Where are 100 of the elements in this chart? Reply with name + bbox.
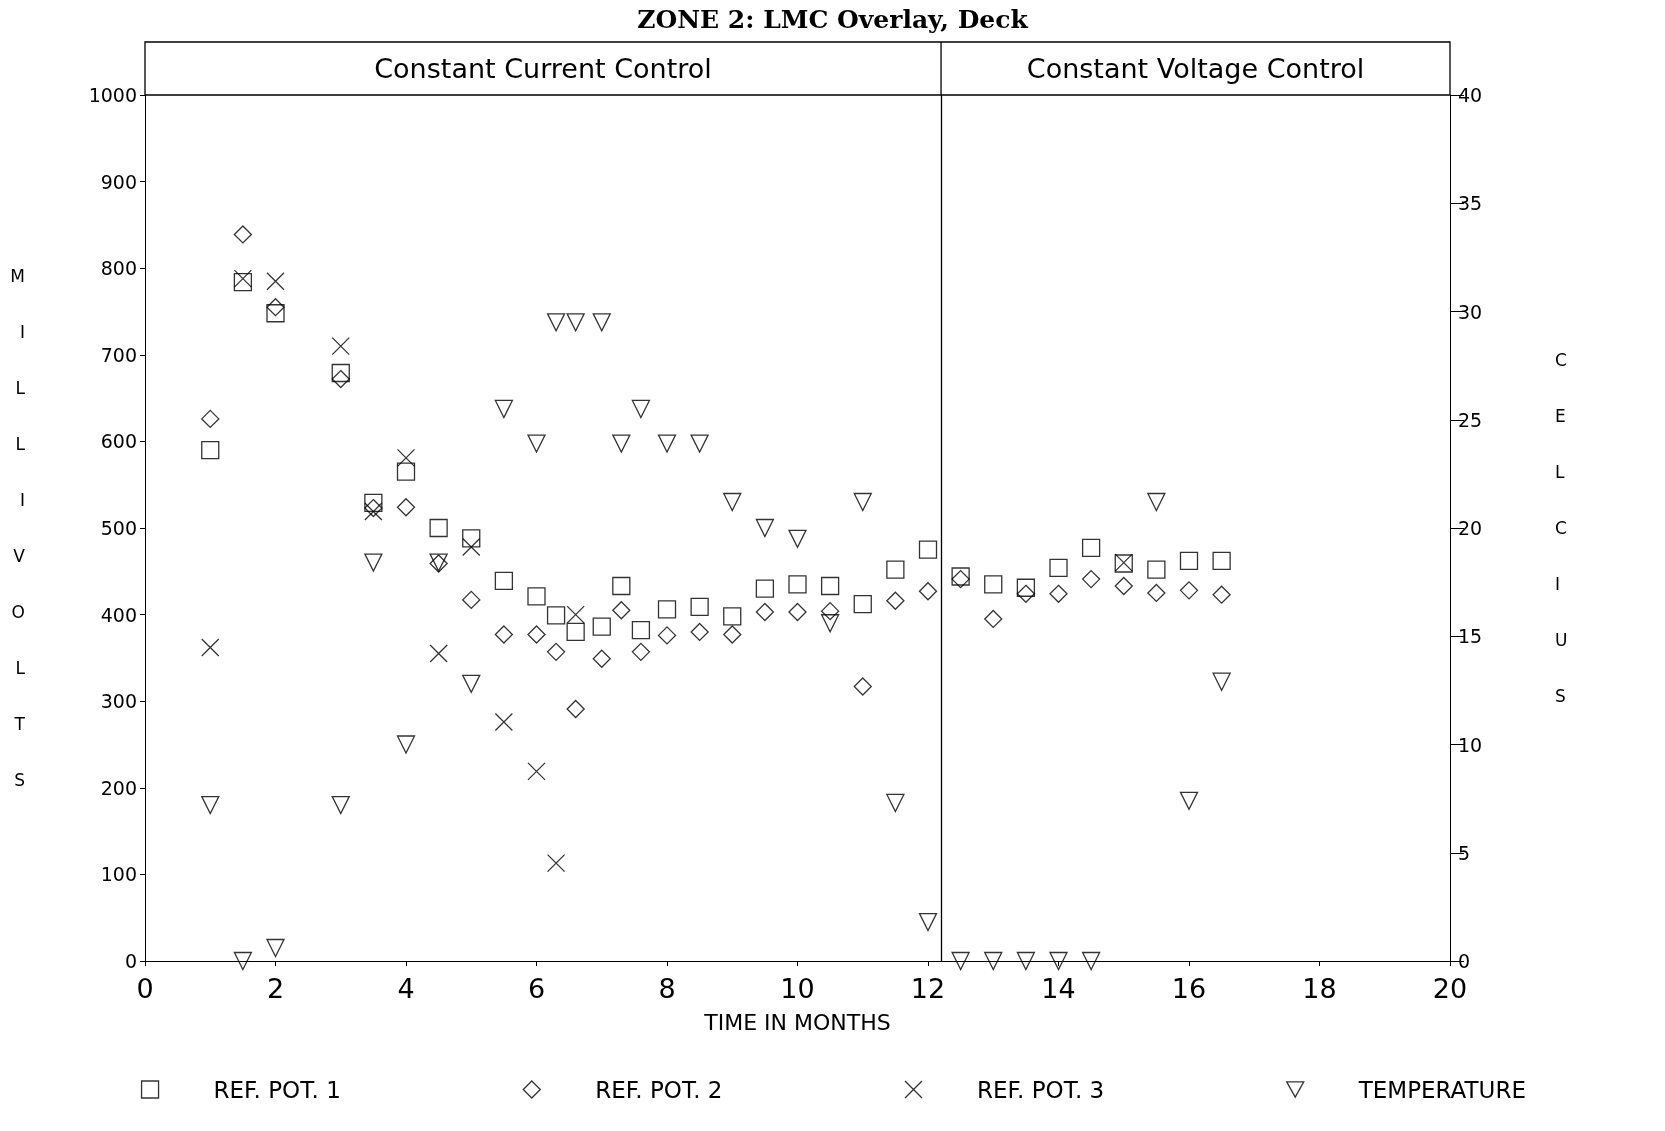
point [527, 434, 546, 453]
x-tick-label: 8 [658, 973, 676, 1004]
x-tick-label: 16 [1171, 973, 1207, 1004]
point [494, 571, 514, 590]
y-tick-label: 600 [100, 430, 137, 453]
y-tick-label: 700 [100, 343, 137, 366]
y-tick-label: 900 [100, 170, 137, 193]
y-tick-label: 200 [100, 776, 137, 799]
x-tick-label: 2 [266, 973, 285, 1004]
point [723, 492, 742, 512]
point [266, 938, 285, 958]
point [566, 622, 585, 642]
x-tick-label: 6 [527, 973, 546, 1004]
point [951, 951, 970, 971]
point [546, 642, 566, 661]
point [1016, 578, 1036, 597]
point [612, 576, 631, 596]
point [1049, 558, 1068, 577]
x-tick-label: 20 [1432, 973, 1468, 1004]
point [592, 313, 611, 332]
point [723, 607, 742, 626]
point [755, 602, 775, 622]
y-tick-label: 0 [124, 950, 137, 972]
point [566, 313, 585, 332]
point [201, 795, 220, 815]
x-tick-label: 4 [397, 973, 415, 1004]
point [755, 518, 775, 538]
point [657, 600, 677, 619]
point [1179, 551, 1199, 571]
point [364, 553, 383, 572]
point [918, 912, 938, 932]
y-tick-label: 100 [100, 863, 137, 886]
point [396, 462, 416, 481]
point [233, 951, 253, 971]
point [886, 560, 905, 579]
point [690, 434, 709, 453]
legend-label: TEMPERATURE [1357, 1076, 1526, 1103]
point [546, 313, 566, 332]
point [1179, 791, 1199, 810]
point [429, 518, 448, 538]
point [1081, 569, 1101, 589]
point [612, 434, 631, 453]
point [657, 434, 677, 453]
point [527, 587, 546, 606]
point [820, 614, 840, 633]
point [631, 621, 651, 640]
point [266, 304, 285, 323]
legend-label: REF. POT. 3 [977, 1076, 1105, 1103]
y-tick-label: 800 [100, 257, 137, 280]
text: Constant Voltage Control [1026, 53, 1365, 84]
point [1212, 585, 1231, 604]
y2-tick-label: 20 [1458, 517, 1483, 539]
point [1081, 951, 1101, 971]
point [788, 529, 807, 548]
point [631, 642, 651, 661]
point [1212, 551, 1231, 571]
point [886, 591, 905, 610]
point [1016, 584, 1036, 603]
text: MILLIVOLTS [10, 266, 25, 790]
point [396, 735, 416, 754]
point [331, 363, 350, 383]
point [918, 540, 938, 559]
y-tick-label: 500 [100, 517, 137, 539]
x-tick-label: 10 [780, 973, 815, 1004]
y-tick-label: 1000 [88, 84, 137, 106]
point [788, 575, 807, 594]
y2-tick-label: 35 [1458, 192, 1483, 215]
y2-tick-label: 40 [1458, 84, 1483, 106]
point [690, 597, 709, 616]
point [462, 529, 481, 548]
x-tick-label: 12 [910, 973, 946, 1004]
y2-tick-label: 5 [1458, 841, 1471, 864]
x-axis-title: TIME IN MONTHS [703, 1009, 891, 1035]
point [364, 493, 383, 513]
point [631, 399, 651, 419]
x-tick-label: 18 [1302, 973, 1337, 1004]
y2-tick-label: 30 [1458, 300, 1483, 323]
y2-tick-label: 15 [1458, 625, 1483, 648]
point [984, 575, 1003, 594]
point [853, 595, 872, 614]
point [1147, 492, 1166, 512]
x-tick-label: 14 [1041, 973, 1076, 1004]
point [853, 492, 872, 512]
legend-label: REF. POT. 1 [213, 1076, 341, 1103]
point [820, 576, 840, 596]
text: Constant Current Control [374, 53, 712, 84]
y-tick-label: 400 [100, 603, 137, 626]
point [886, 793, 905, 813]
point [1016, 951, 1036, 971]
point [755, 579, 775, 598]
text: CELCIUS [1555, 350, 1568, 706]
point [546, 606, 566, 625]
point [527, 625, 546, 644]
point [331, 795, 350, 815]
chart-title: ZONE 2: LMC Overlay, Deck [637, 5, 1029, 34]
y2-tick-label: 25 [1458, 408, 1483, 431]
y2-tick-label: 10 [1458, 733, 1483, 756]
point [1212, 672, 1231, 691]
point [984, 951, 1003, 971]
point [1049, 951, 1068, 971]
